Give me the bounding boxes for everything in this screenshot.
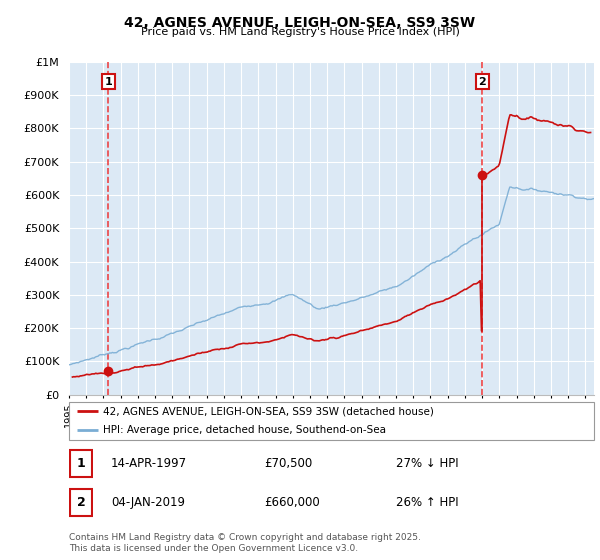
Text: Contains HM Land Registry data © Crown copyright and database right 2025.
This d: Contains HM Land Registry data © Crown c… <box>69 533 421 553</box>
Text: 26% ↑ HPI: 26% ↑ HPI <box>396 496 458 510</box>
Text: 42, AGNES AVENUE, LEIGH-ON-SEA, SS9 3SW (detached house): 42, AGNES AVENUE, LEIGH-ON-SEA, SS9 3SW … <box>103 406 434 416</box>
Text: 14-APR-1997: 14-APR-1997 <box>111 457 187 470</box>
Text: £70,500: £70,500 <box>264 457 312 470</box>
Text: 04-JAN-2019: 04-JAN-2019 <box>111 496 185 510</box>
Text: 42, AGNES AVENUE, LEIGH-ON-SEA, SS9 3SW: 42, AGNES AVENUE, LEIGH-ON-SEA, SS9 3SW <box>124 16 476 30</box>
Text: £660,000: £660,000 <box>264 496 320 510</box>
Text: HPI: Average price, detached house, Southend-on-Sea: HPI: Average price, detached house, Sout… <box>103 425 386 435</box>
Text: 2: 2 <box>478 77 486 87</box>
FancyBboxPatch shape <box>70 489 92 516</box>
Text: 27% ↓ HPI: 27% ↓ HPI <box>396 457 458 470</box>
Text: 1: 1 <box>77 457 85 470</box>
Text: 2: 2 <box>77 496 85 509</box>
FancyBboxPatch shape <box>69 402 594 440</box>
FancyBboxPatch shape <box>70 450 92 477</box>
Text: Price paid vs. HM Land Registry's House Price Index (HPI): Price paid vs. HM Land Registry's House … <box>140 27 460 37</box>
Text: 1: 1 <box>104 77 112 87</box>
